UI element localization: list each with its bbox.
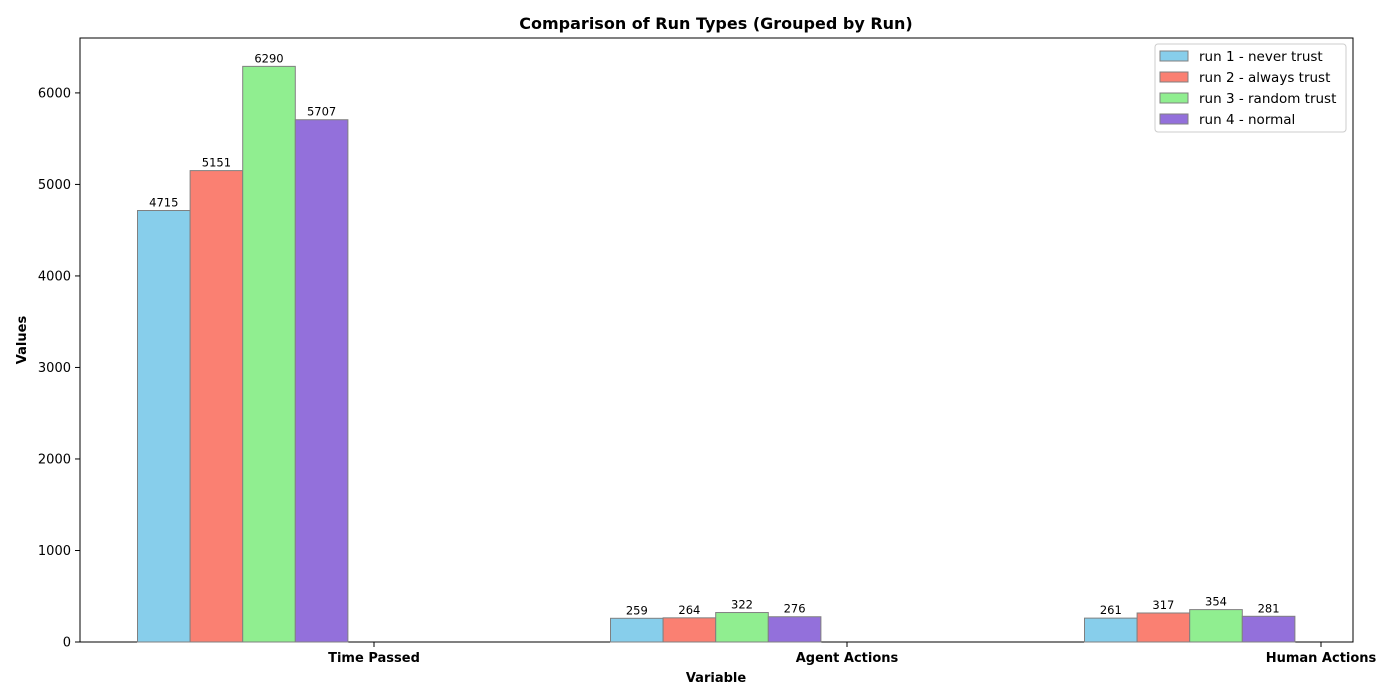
bar-value-label: 322 <box>731 598 753 612</box>
bar <box>767 616 822 643</box>
bar-value-label: 276 <box>784 602 806 616</box>
bar-value-label: 281 <box>1258 601 1280 615</box>
bar-value-label: 6290 <box>254 51 283 65</box>
bar-value-label: 5707 <box>307 105 336 119</box>
y-tick-label: 3000 <box>38 361 71 376</box>
legend: run 1 - never trust run 2 - always trust r… <box>1154 43 1347 133</box>
bar <box>1189 609 1243 643</box>
legend-entry: run 2 - always trust <box>1199 70 1330 86</box>
bar <box>1084 617 1138 643</box>
chart-title: Comparison of Run Types (Grouped by Run) <box>519 14 912 33</box>
y-tick-label: 0 <box>63 636 71 651</box>
legend-swatch <box>1159 71 1189 83</box>
bar <box>1136 612 1191 643</box>
legend-swatch <box>1159 50 1189 62</box>
y-axis-label: Values <box>15 316 30 365</box>
bar-value-label: 259 <box>626 603 648 617</box>
bar-value-label: 354 <box>1205 595 1227 609</box>
bar-value-label: 261 <box>1100 603 1122 617</box>
x-axis-label: Variable <box>686 671 747 686</box>
bar <box>242 65 296 643</box>
bar-value-label: 5151 <box>202 156 231 170</box>
x-tick-label: Human Actions <box>1266 651 1377 666</box>
y-tick-label: 6000 <box>38 86 71 101</box>
plot-area: 0 1000 2000 3000 4000 5000 6000 4715 5151 6290 570… <box>38 37 1377 666</box>
x-tick-label: Time Passed <box>328 651 420 666</box>
bar-value-label: 317 <box>1152 598 1174 612</box>
y-tick-label: 4000 <box>38 269 71 284</box>
x-tick-label: Agent Actions <box>796 651 899 666</box>
bar-value-label: 4715 <box>149 196 178 210</box>
legend-swatch <box>1159 113 1189 125</box>
bar <box>1241 615 1296 643</box>
bar <box>610 617 664 643</box>
y-tick-label: 2000 <box>38 452 71 467</box>
legend-box <box>1154 43 1347 133</box>
legend-entry: run 3 - random trust <box>1199 91 1336 107</box>
bar-value-label: 264 <box>678 603 700 617</box>
y-tick-label: 1000 <box>38 544 71 559</box>
bar <box>189 170 244 643</box>
legend-swatch <box>1159 92 1189 104</box>
bar <box>137 210 191 643</box>
legend-entry: run 4 - normal <box>1199 112 1295 128</box>
legend-entry: run 1 - never trust <box>1199 49 1323 65</box>
bar <box>662 617 717 643</box>
bar <box>715 612 769 643</box>
y-tick-label: 5000 <box>38 178 71 193</box>
bar <box>294 119 349 643</box>
